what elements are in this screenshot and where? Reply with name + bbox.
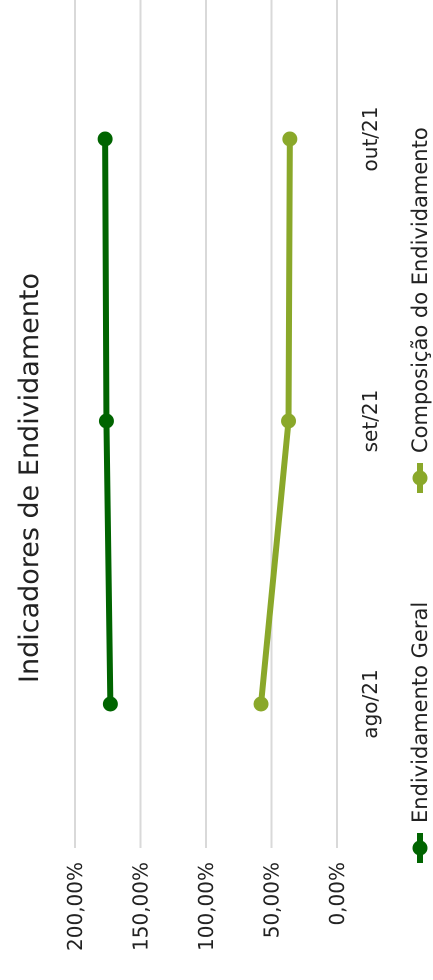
data-point [282, 131, 298, 147]
y-tick-label: 0,00% [325, 862, 349, 926]
data-point [253, 696, 269, 712]
legend-marker [412, 840, 428, 856]
y-tick-label: 100,00% [194, 862, 218, 951]
y-tick-label: 150,00% [129, 862, 153, 951]
data-point [281, 413, 297, 429]
y-tick-label: 50,00% [260, 862, 284, 938]
chart-title: Indicadores de Endividamento [14, 273, 45, 683]
x-tick-label: ago/21 [358, 669, 382, 738]
data-point [102, 696, 118, 712]
y-tick-labels: 0,00% 50,00% 100,00% 150,00% 200,00% [63, 862, 349, 951]
legend-marker [412, 470, 428, 486]
x-tick-label: out/21 [358, 107, 382, 172]
data-point [97, 131, 113, 147]
series-points [97, 131, 298, 712]
data-point [98, 413, 114, 429]
legend: Endividamento Geral Composição do Endivid… [408, 127, 432, 863]
x-tick-label: set/21 [358, 390, 382, 453]
gridlines [74, 0, 338, 848]
series-lines [102, 136, 293, 707]
x-tick-labels: ago/21 set/21 out/21 [358, 107, 382, 739]
legend-label: Composição do Endividamento [408, 127, 432, 453]
legend-label: Endividamento Geral [408, 602, 432, 823]
y-tick-label: 200,00% [63, 862, 87, 951]
